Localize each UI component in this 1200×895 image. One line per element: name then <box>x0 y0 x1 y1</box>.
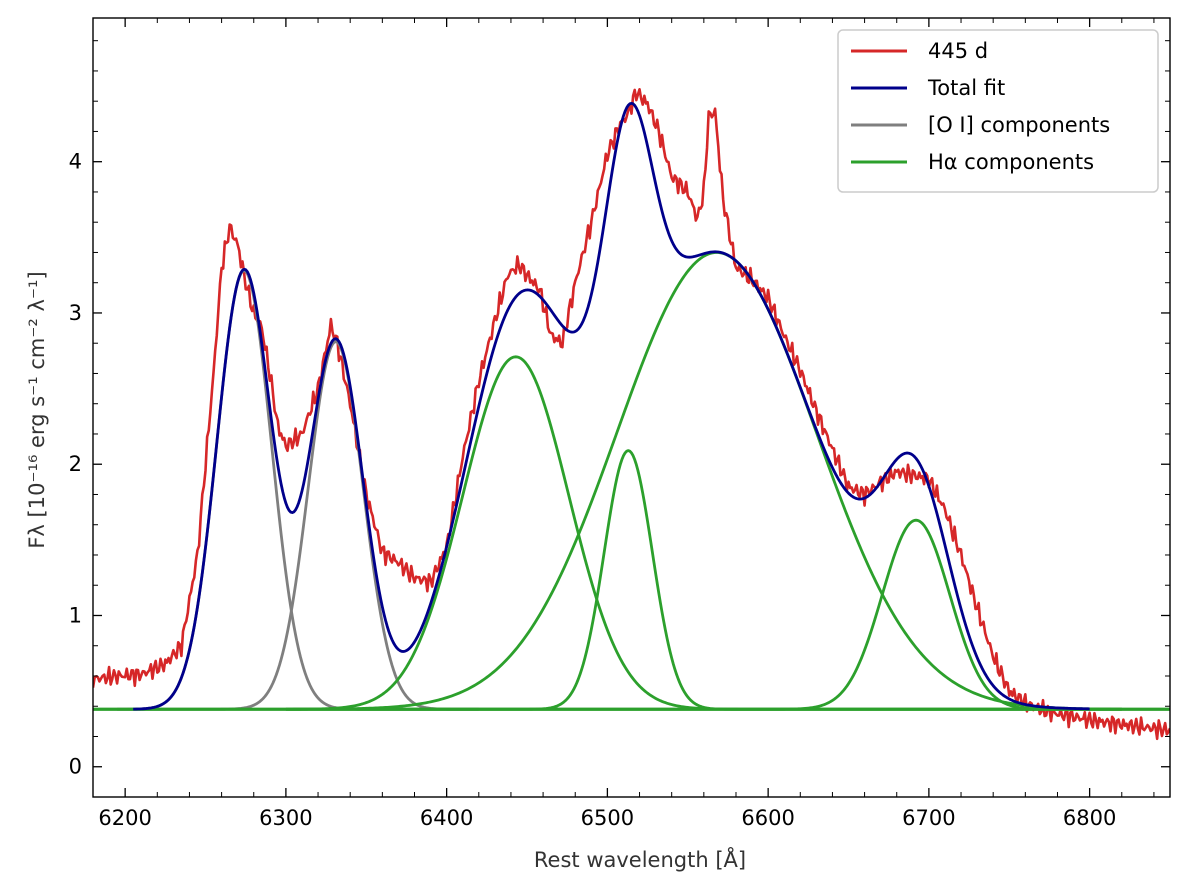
plot-frame <box>92 17 1171 798</box>
observed-spectrum-line <box>93 88 1170 741</box>
legend-label-4: Hα components <box>928 150 1094 174</box>
halpha-component-2 <box>285 449 1122 711</box>
legend: 445 d Total fit [O I] components Hα compone… <box>837 29 1159 193</box>
y-tick-label: 1 <box>69 603 82 627</box>
legend-box <box>837 29 1159 193</box>
x-tick-label: 6300 <box>259 806 312 830</box>
legend-label-1: 445 d <box>928 39 988 63</box>
y-axis-label: Fλ [10⁻¹⁶ erg s⁻¹ cm⁻² λ⁻¹] <box>25 271 49 548</box>
plot-area <box>93 88 1170 741</box>
y-tick-label: 3 <box>69 301 82 325</box>
y-tick-label: 2 <box>69 452 82 476</box>
x-tick-label: 6200 <box>98 806 151 830</box>
x-tick-label: 6800 <box>1063 806 1116 830</box>
halpha-component-3 <box>285 251 1122 711</box>
x-tick-label: 6400 <box>420 806 473 830</box>
legend-label-2: Total fit <box>927 76 1005 100</box>
x-axis-label: Rest wavelength [Å] <box>534 846 746 872</box>
oi-component-1 <box>117 269 479 711</box>
x-tick-label: 6500 <box>581 806 634 830</box>
y-tick-label: 0 <box>69 755 82 779</box>
legend-label-3: [O I] components <box>928 113 1110 137</box>
axes: 6200 6300 6400 6500 6600 6700 6800 0 1 2 3 4 <box>69 17 1171 830</box>
total-fit-line <box>133 101 1090 711</box>
halpha-component-4 <box>285 518 1122 711</box>
x-tick-label: 6600 <box>741 806 794 830</box>
y-tick-label: 4 <box>69 150 82 174</box>
x-tick-label: 6700 <box>902 806 955 830</box>
